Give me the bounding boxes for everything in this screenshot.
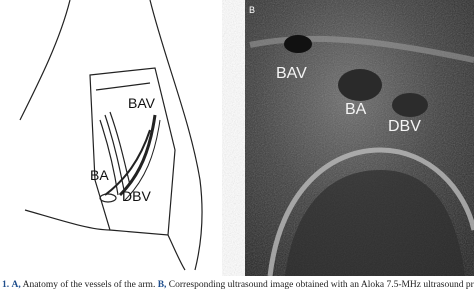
- label: BA: [90, 167, 109, 183]
- caption-text: Anatomy of the vessels of the arm.: [22, 280, 156, 290]
- caption-text: Corresponding ultrasound image obtained …: [168, 280, 474, 290]
- caption-label: A,: [11, 280, 21, 290]
- ultrasound-image: [245, 0, 474, 276]
- label: BAV: [276, 65, 307, 82]
- anatomy-drawing: [19, 0, 203, 271]
- caption-number: 1.: [2, 280, 10, 290]
- label: DBV: [388, 118, 421, 135]
- label: DBV: [122, 188, 151, 204]
- label: BA: [345, 101, 367, 118]
- label: BAV: [128, 95, 156, 111]
- caption-label: B,: [157, 280, 167, 290]
- panel-label: B: [249, 5, 255, 15]
- caption: 1. A, Anatomy of the vessels of the arm.…: [2, 280, 474, 290]
- figure: BAV BA DBV B BAV BA DBV: [19, 0, 474, 276]
